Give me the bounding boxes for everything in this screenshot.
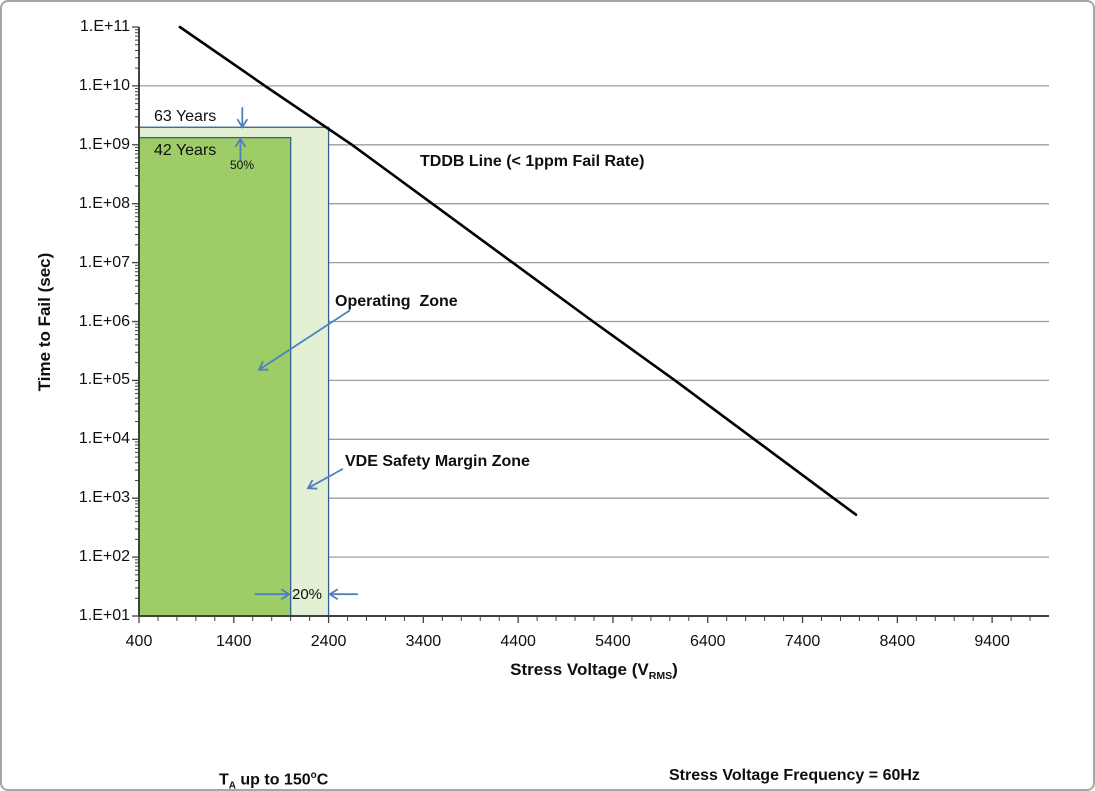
tddb-line (178, 25, 858, 517)
x-tick-label-3400: 3400 (405, 633, 442, 650)
y-axis-title: Time to Fail (sec) (35, 252, 54, 392)
y-tick-label-1.E+04: 1.E+04 (78, 430, 130, 448)
x-tick-label-400: 400 (125, 633, 153, 650)
label-vde-safety-margin-zone: VDE Safety Margin Zone (345, 453, 530, 470)
x-tick-label-9400: 9400 (974, 633, 1010, 650)
y-tick-label-1.E+03: 1.E+03 (78, 489, 130, 507)
y-tick-label-1.E+10: 1.E+10 (78, 76, 130, 94)
x-tick-label-5400: 5400 (595, 633, 631, 650)
note-temp-t: T (219, 771, 229, 789)
note-temp-text: up to 150 (235, 771, 311, 789)
label-20-percent: 20% (292, 586, 323, 603)
arrow-vde-zone (306, 467, 344, 490)
x-tick-label-4400: 4400 (500, 633, 536, 650)
operating-zone (138, 136, 292, 617)
annotation-arrows (234, 107, 358, 600)
x-tick-label-8400: 8400 (879, 633, 916, 650)
note-temperature: TA up to 150oC (219, 764, 452, 791)
y-tick-label-1.E+07: 1.E+07 (78, 253, 130, 271)
note-temp-degree: o (310, 770, 317, 781)
x-axis-title-subscript: RMS (648, 670, 673, 683)
x-tick-label-2400: 2400 (310, 633, 347, 650)
zones (138, 126, 330, 617)
note-frequency: Stress Voltage Frequency = 60Hz (669, 767, 920, 784)
label-63-years: 63 Years (154, 108, 217, 125)
label-operating-zone: Operating Zone (335, 293, 458, 310)
label-tddb-line: TDDB Line (< 1ppm Fail Rate) (420, 153, 645, 170)
note-conditions-left: TA up to 150oC Operating Life Time = 42 … (219, 718, 452, 791)
y-tick-label-1.E+05: 1.E+05 (78, 371, 130, 389)
y-tick-label-1.E+09: 1.E+09 (78, 135, 130, 153)
label-50-percent: 50% (230, 158, 255, 172)
x-axis-title-close: ) (672, 659, 678, 679)
y-tick-label-1.E+02: 1.E+02 (78, 548, 130, 566)
x-tick-label-7400: 7400 (784, 633, 821, 650)
axes (132, 26, 1049, 623)
note-conditions-right: Stress Voltage Frequency = 60Hz Isolatio… (669, 718, 951, 789)
x-axis-title-text: Stress Voltage (V (510, 659, 649, 679)
y-tick-label-1.E+11: 1.E+11 (80, 18, 130, 35)
x-tick-label-1400: 1400 (215, 633, 252, 650)
x-tick-label-6400: 6400 (689, 633, 726, 650)
arrow-operating-zone (257, 309, 351, 371)
x-axis-title: Stress Voltage (VRMS) (510, 660, 678, 682)
tddb-line-path (178, 25, 858, 517)
note-temp-unit: C (316, 771, 329, 789)
note-temp-subscript: A (228, 780, 236, 791)
y-tick-label-1.E+01: 1.E+01 (78, 607, 130, 624)
label-42-years: 42 Years (154, 142, 217, 159)
y-tick-label-1.E+06: 1.E+06 (78, 312, 130, 330)
y-tick-label-1.E+08: 1.E+08 (78, 194, 130, 212)
